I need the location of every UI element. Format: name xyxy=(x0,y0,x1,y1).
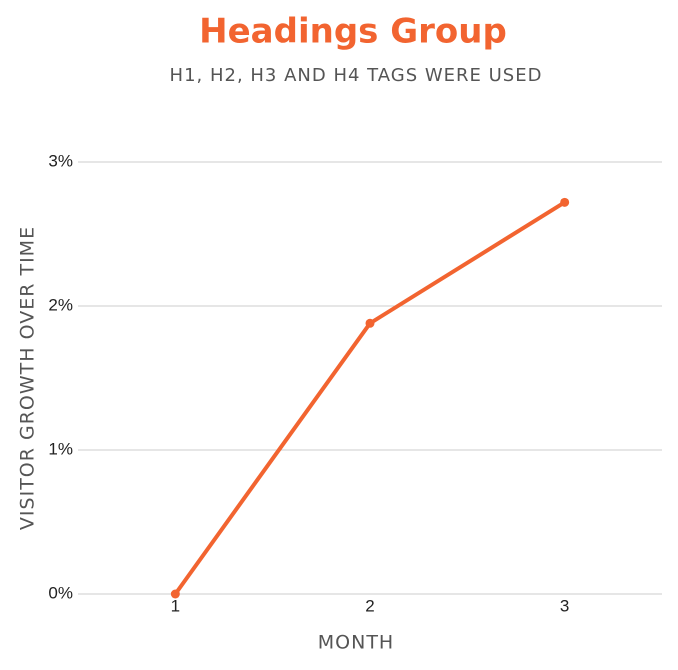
line xyxy=(173,200,566,596)
chart-subtitle: H1, H2, H3 AND H4 TAGS WERE USED xyxy=(170,65,543,86)
point xyxy=(365,318,375,328)
point xyxy=(170,589,180,599)
y-tick-label: 3% xyxy=(48,151,73,170)
y-tick-label: 1% xyxy=(48,439,73,458)
x-tick-label: 1 xyxy=(171,596,180,615)
x-tick-label: 3 xyxy=(560,596,569,615)
y-tick-label: 0% xyxy=(48,583,73,602)
x-axis-label: MONTH xyxy=(318,632,394,654)
chart-title: Headings Group xyxy=(199,12,507,52)
y-axis-label: VISITOR GROWTH OVER TIME xyxy=(17,226,39,530)
point xyxy=(560,197,570,207)
x-tick-label: 2 xyxy=(365,596,374,615)
y-tick-label: 2% xyxy=(48,295,73,314)
